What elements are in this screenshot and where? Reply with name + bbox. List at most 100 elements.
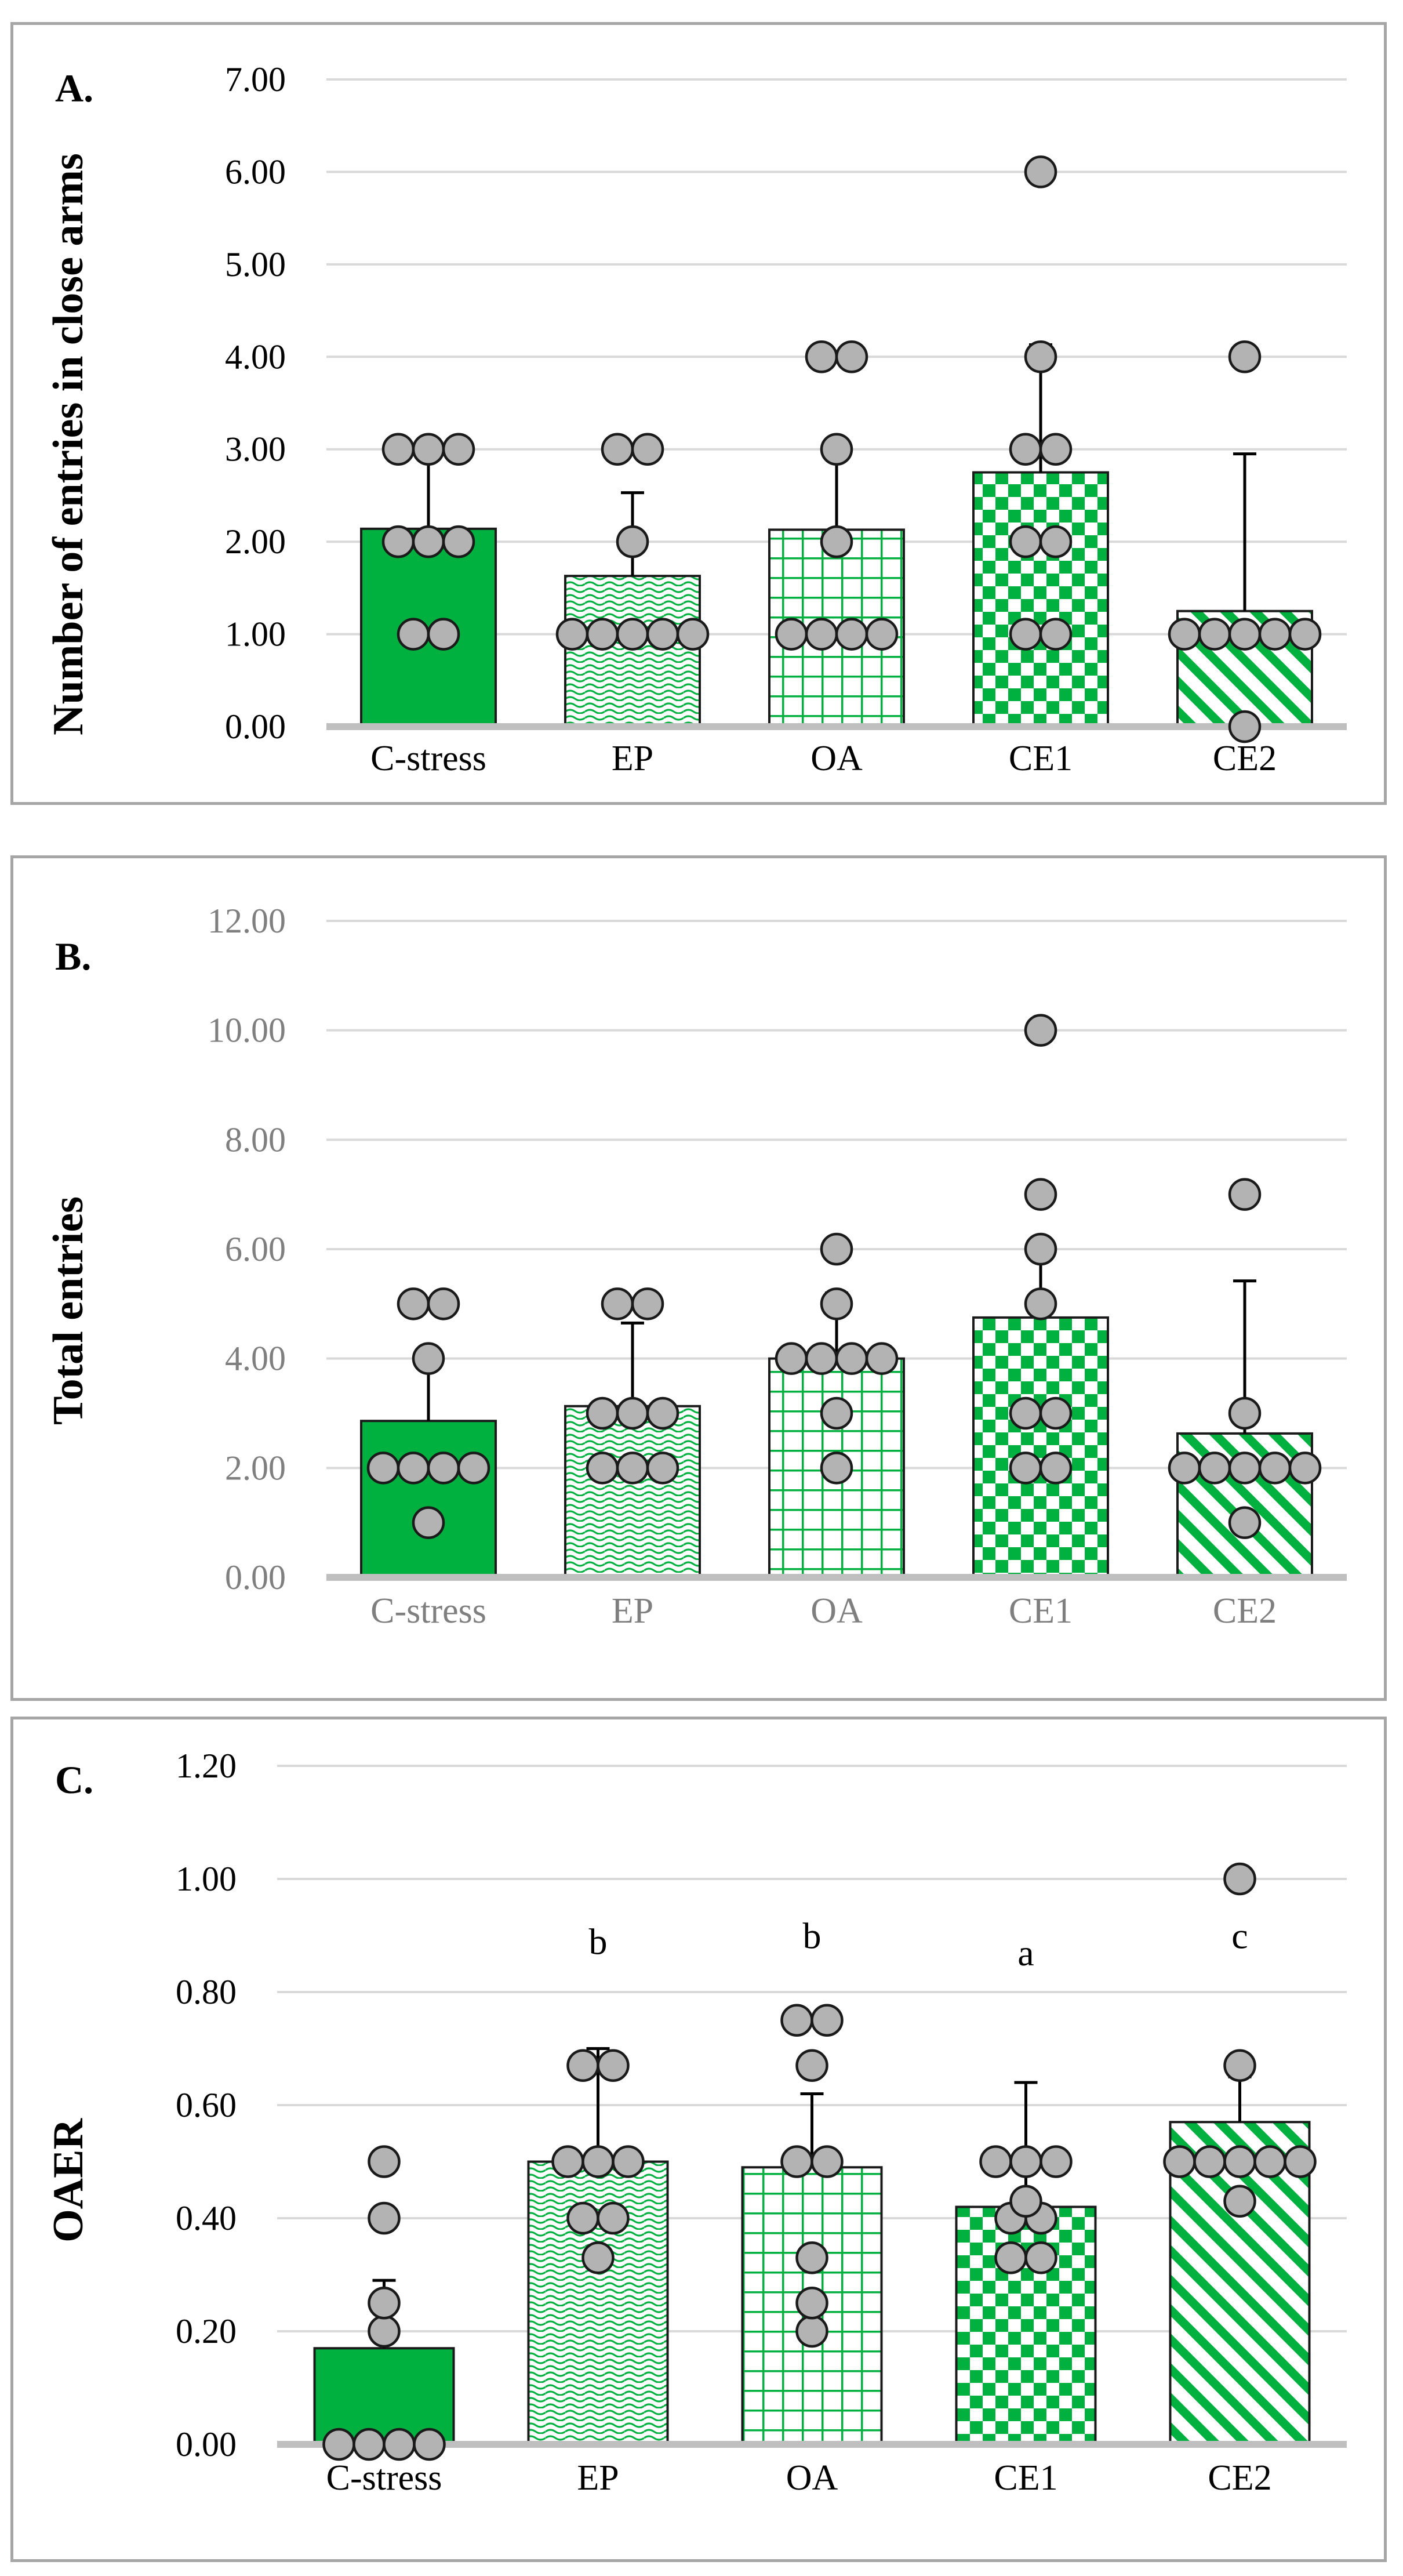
y-tick-label: 4.00 bbox=[225, 338, 286, 376]
y-tick-label: 5.00 bbox=[225, 245, 286, 284]
data-point bbox=[1258, 1452, 1292, 1485]
data-point bbox=[805, 1342, 838, 1375]
data-point bbox=[412, 433, 445, 466]
data-point bbox=[676, 618, 710, 651]
data-point bbox=[381, 525, 415, 558]
data-point bbox=[322, 2428, 355, 2461]
panel-label: B. bbox=[55, 934, 92, 978]
x-tick-label: C-stress bbox=[326, 2458, 442, 2498]
x-tick-label: CE1 bbox=[994, 2458, 1057, 2498]
significance-letter: b bbox=[589, 1921, 608, 1962]
data-point bbox=[646, 618, 679, 651]
data-point bbox=[865, 1342, 899, 1375]
significance-letter: a bbox=[1017, 1932, 1034, 1973]
data-point bbox=[820, 1396, 853, 1430]
data-point bbox=[1228, 340, 1262, 373]
data-point bbox=[1223, 2185, 1256, 2218]
x-tick-label: OA bbox=[786, 2458, 838, 2498]
data-point bbox=[775, 1342, 808, 1375]
data-point bbox=[586, 1396, 619, 1430]
data-point bbox=[1223, 2049, 1256, 2082]
y-tick-label: 8.00 bbox=[225, 1120, 286, 1159]
data-point bbox=[1228, 1506, 1262, 1539]
data-point bbox=[352, 2428, 386, 2461]
data-point bbox=[586, 618, 619, 651]
data-point bbox=[835, 618, 868, 651]
data-point bbox=[1039, 1396, 1073, 1430]
significance-letter: b bbox=[803, 1915, 822, 1957]
y-tick-label: 0.60 bbox=[176, 2086, 237, 2124]
data-point bbox=[1039, 433, 1073, 466]
data-point bbox=[820, 433, 853, 466]
y-tick-label: 3.00 bbox=[225, 430, 286, 469]
data-point bbox=[616, 1452, 649, 1485]
data-point bbox=[1039, 2145, 1073, 2178]
chart-panel-a: A. Number of entries in close arms 0.00 1… bbox=[10, 22, 1387, 805]
data-point bbox=[397, 1452, 430, 1485]
y-tick-label: 10.00 bbox=[208, 1011, 286, 1050]
data-point bbox=[1288, 1452, 1322, 1485]
x-tick-label: C-stress bbox=[370, 1591, 486, 1631]
data-point bbox=[597, 2049, 630, 2082]
data-point bbox=[1024, 1014, 1057, 1047]
data-point bbox=[805, 340, 838, 373]
data-point bbox=[820, 1287, 853, 1320]
data-point bbox=[412, 1506, 445, 1539]
data-point bbox=[616, 1396, 649, 1430]
bar-chart-a: 0.00 1.00 2.00 3.00 4.00 5.00 6.00 7.00 C-stress… bbox=[225, 60, 1347, 778]
data-point bbox=[994, 2241, 1027, 2274]
y-tick-label: 4.00 bbox=[225, 1340, 286, 1378]
data-point bbox=[1223, 1862, 1256, 1896]
data-point bbox=[368, 2287, 401, 2320]
x-tick-label: CE1 bbox=[1009, 1591, 1073, 1631]
panel-label: A. bbox=[55, 66, 94, 110]
bar-c-stress bbox=[360, 527, 497, 728]
data-point bbox=[795, 2049, 828, 2082]
data-point bbox=[1168, 1452, 1201, 1485]
data-point bbox=[775, 618, 808, 651]
chart-panel-b: B. Total entries 0.00 2.00 4.00 6.00 8.00 10.… bbox=[10, 855, 1387, 1701]
bar-chart-b: 0.00 2.00 4.00 6.00 8.00 10.00 12.00 C-stress EP… bbox=[208, 902, 1347, 1631]
data-point bbox=[1228, 1452, 1262, 1485]
data-point bbox=[1009, 433, 1042, 466]
data-point bbox=[427, 1287, 460, 1320]
data-point bbox=[1039, 525, 1073, 558]
data-point bbox=[566, 2049, 599, 2082]
data-point bbox=[1009, 1452, 1042, 1485]
data-point bbox=[1228, 618, 1262, 651]
data-point bbox=[1288, 618, 1322, 651]
y-tick-label: 0.00 bbox=[225, 708, 286, 746]
data-point bbox=[1024, 155, 1057, 188]
significance-letter: c bbox=[1231, 1915, 1248, 1957]
data-point bbox=[1039, 618, 1073, 651]
data-point bbox=[412, 525, 445, 558]
data-point bbox=[555, 618, 589, 651]
data-point bbox=[1198, 618, 1231, 651]
data-point bbox=[412, 1342, 445, 1375]
data-point bbox=[780, 2145, 813, 2178]
data-point bbox=[1223, 2145, 1256, 2178]
data-point bbox=[1228, 710, 1262, 743]
x-tick-label: OA bbox=[810, 1591, 863, 1631]
data-point bbox=[601, 433, 634, 466]
data-point bbox=[1198, 1452, 1231, 1485]
data-point bbox=[1258, 618, 1292, 651]
x-tick-label: EP bbox=[577, 2458, 619, 2498]
data-point bbox=[397, 1287, 430, 1320]
data-point bbox=[366, 1452, 400, 1485]
data-point bbox=[1228, 1178, 1262, 1211]
data-point bbox=[805, 618, 838, 651]
chart-panel-c: C. OAER 0.00 0.20 0.40 0.60 0.80 1.00 1.20 C-st… bbox=[10, 1717, 1387, 2562]
y-tick-label: 7.00 bbox=[225, 60, 286, 99]
data-point bbox=[646, 1452, 679, 1485]
data-point bbox=[397, 618, 430, 651]
bar-chart-c: 0.00 0.20 0.40 0.60 0.80 1.00 1.20 C-stress EP OA… bbox=[176, 1747, 1347, 2498]
bar-ep bbox=[564, 1405, 701, 1579]
data-point bbox=[810, 2004, 844, 2037]
data-point bbox=[1228, 1396, 1262, 1430]
data-point bbox=[616, 525, 649, 558]
x-tick-label: C-stress bbox=[370, 739, 486, 778]
data-point bbox=[631, 433, 664, 466]
data-point bbox=[616, 618, 649, 651]
data-point bbox=[427, 1452, 460, 1485]
